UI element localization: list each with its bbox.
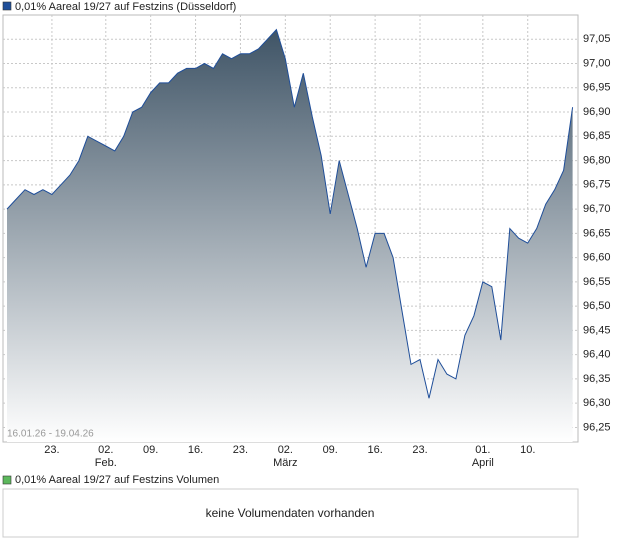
y-tick-label: 96,65: [583, 227, 611, 239]
y-tick-label: 96,80: [583, 154, 611, 166]
y-tick-label: 96,30: [583, 397, 611, 409]
y-tick-label: 96,40: [583, 349, 611, 361]
area-fill: [7, 29, 573, 442]
y-tick-label: 96,95: [583, 82, 611, 94]
volume-title: 0,01% Aareal 19/27 auf Festzins Volumen: [15, 474, 219, 486]
y-tick-label: 97,05: [583, 33, 611, 45]
volume-panel: [2, 488, 579, 538]
month-label: April: [472, 457, 494, 469]
y-tick-label: 97,00: [583, 57, 611, 69]
legend-swatch: [2, 475, 12, 485]
y-tick-label: 96,70: [583, 203, 611, 215]
x-tick-label: 16.: [188, 444, 203, 456]
x-tick-label: 02.: [278, 444, 293, 456]
y-tick-label: 96,25: [583, 421, 611, 433]
x-tick-label: 23.: [233, 444, 248, 456]
x-tick-label: 02.: [98, 444, 113, 456]
x-tick-label: 09.: [323, 444, 338, 456]
x-tick-label: 09.: [143, 444, 158, 456]
y-tick-label: 96,60: [583, 252, 611, 264]
x-tick-label: 23.: [44, 444, 59, 456]
price-line: [6, 28, 574, 399]
y-tick-label: 96,55: [583, 276, 611, 288]
y-tick-label: 96,35: [583, 373, 611, 385]
y-tick-label: 96,90: [583, 106, 611, 118]
x-tick-label: 23.: [412, 444, 427, 456]
month-label: Feb.: [95, 457, 117, 469]
y-tick-label: 96,85: [583, 130, 611, 142]
y-tick-label: 96,50: [583, 300, 611, 312]
chart-title: 0,01% Aareal 19/27 auf Festzins (Düsseld…: [15, 1, 236, 13]
date-range: 16.01.26 - 19.04.26: [7, 429, 94, 440]
y-tick-label: 96,75: [583, 179, 611, 191]
x-tick-label: 01.: [475, 444, 490, 456]
x-tick-label: 10.: [520, 444, 535, 456]
legend-swatch: [2, 1, 12, 11]
month-label: März: [273, 457, 297, 469]
y-tick-label: 96,45: [583, 324, 611, 336]
volume-message: keine Volumendaten vorhanden: [206, 506, 375, 520]
x-tick-label: 16.: [367, 444, 382, 456]
